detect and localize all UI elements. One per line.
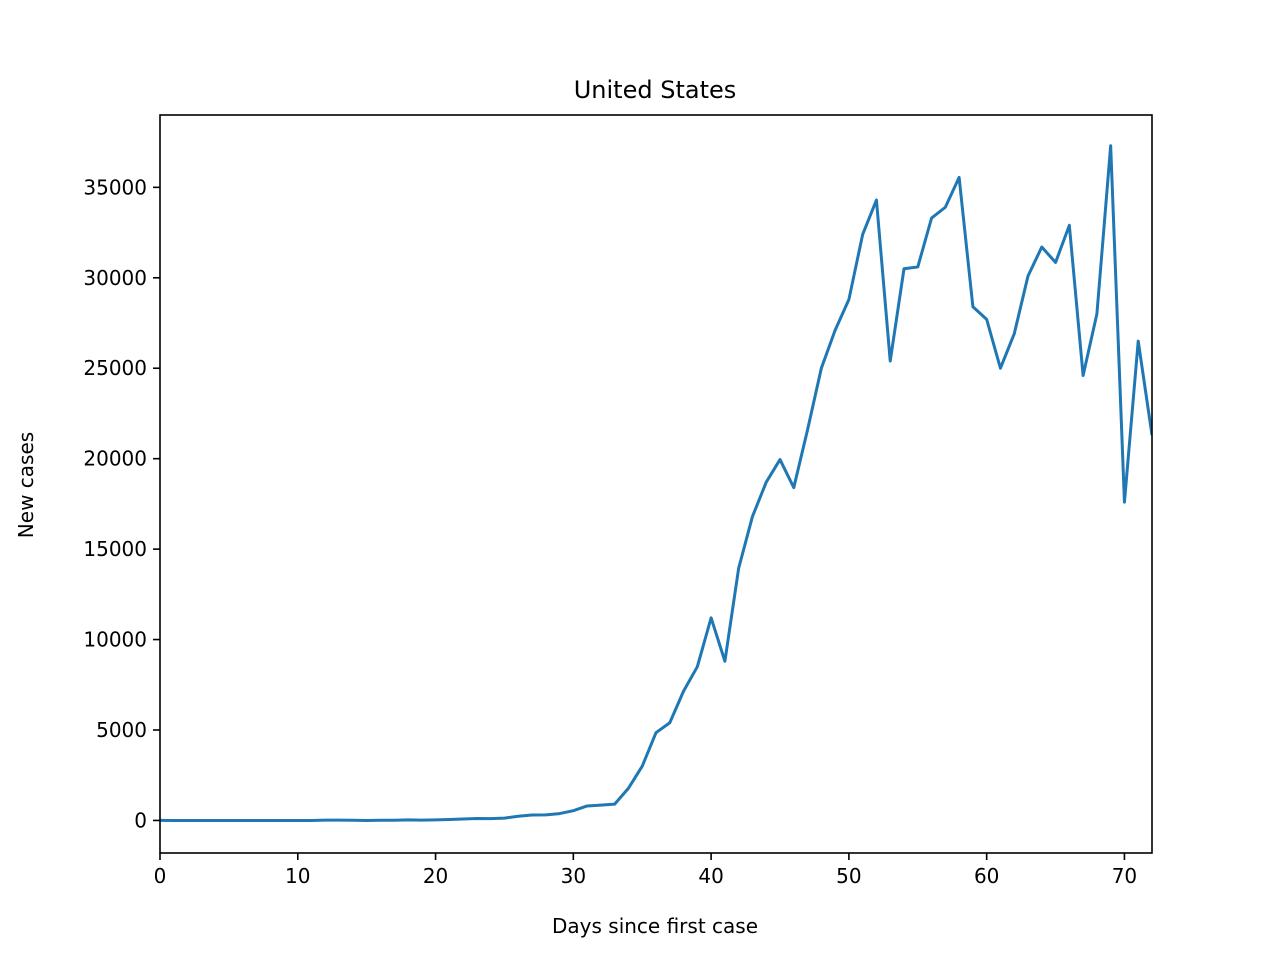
y-axis-label: New cases [14, 432, 38, 538]
y-tick-label: 5000 [96, 718, 147, 742]
y-tick-label: 25000 [83, 356, 147, 380]
plot-frame [159, 114, 1153, 854]
y-tick-label: 15000 [83, 537, 147, 561]
x-axis-label: Days since first case [552, 914, 758, 938]
x-tick-label: 60 [974, 864, 999, 888]
x-tick-label: 40 [698, 864, 723, 888]
series-line-0 [160, 144, 1152, 822]
x-tick-label: 20 [423, 864, 448, 888]
x-tick-label: 0 [154, 864, 167, 888]
y-tick-label: 35000 [83, 175, 147, 199]
x-axis: 0 10 20 30 40 50 60 70 [154, 853, 1137, 888]
chart-title: United States [574, 76, 737, 104]
x-tick-label: 70 [1112, 864, 1137, 888]
y-axis: 0 5000 10000 15000 20000 25000 30000 35000 [83, 175, 160, 832]
y-tick-label: 30000 [83, 266, 147, 290]
y-tick-label: 10000 [83, 628, 147, 652]
x-tick-label: 50 [836, 864, 861, 888]
y-tick-label: 20000 [83, 447, 147, 471]
plot-area [160, 144, 1152, 822]
x-tick-label: 30 [561, 864, 586, 888]
x-tick-label: 10 [285, 864, 310, 888]
y-tick-label: 0 [134, 808, 147, 832]
